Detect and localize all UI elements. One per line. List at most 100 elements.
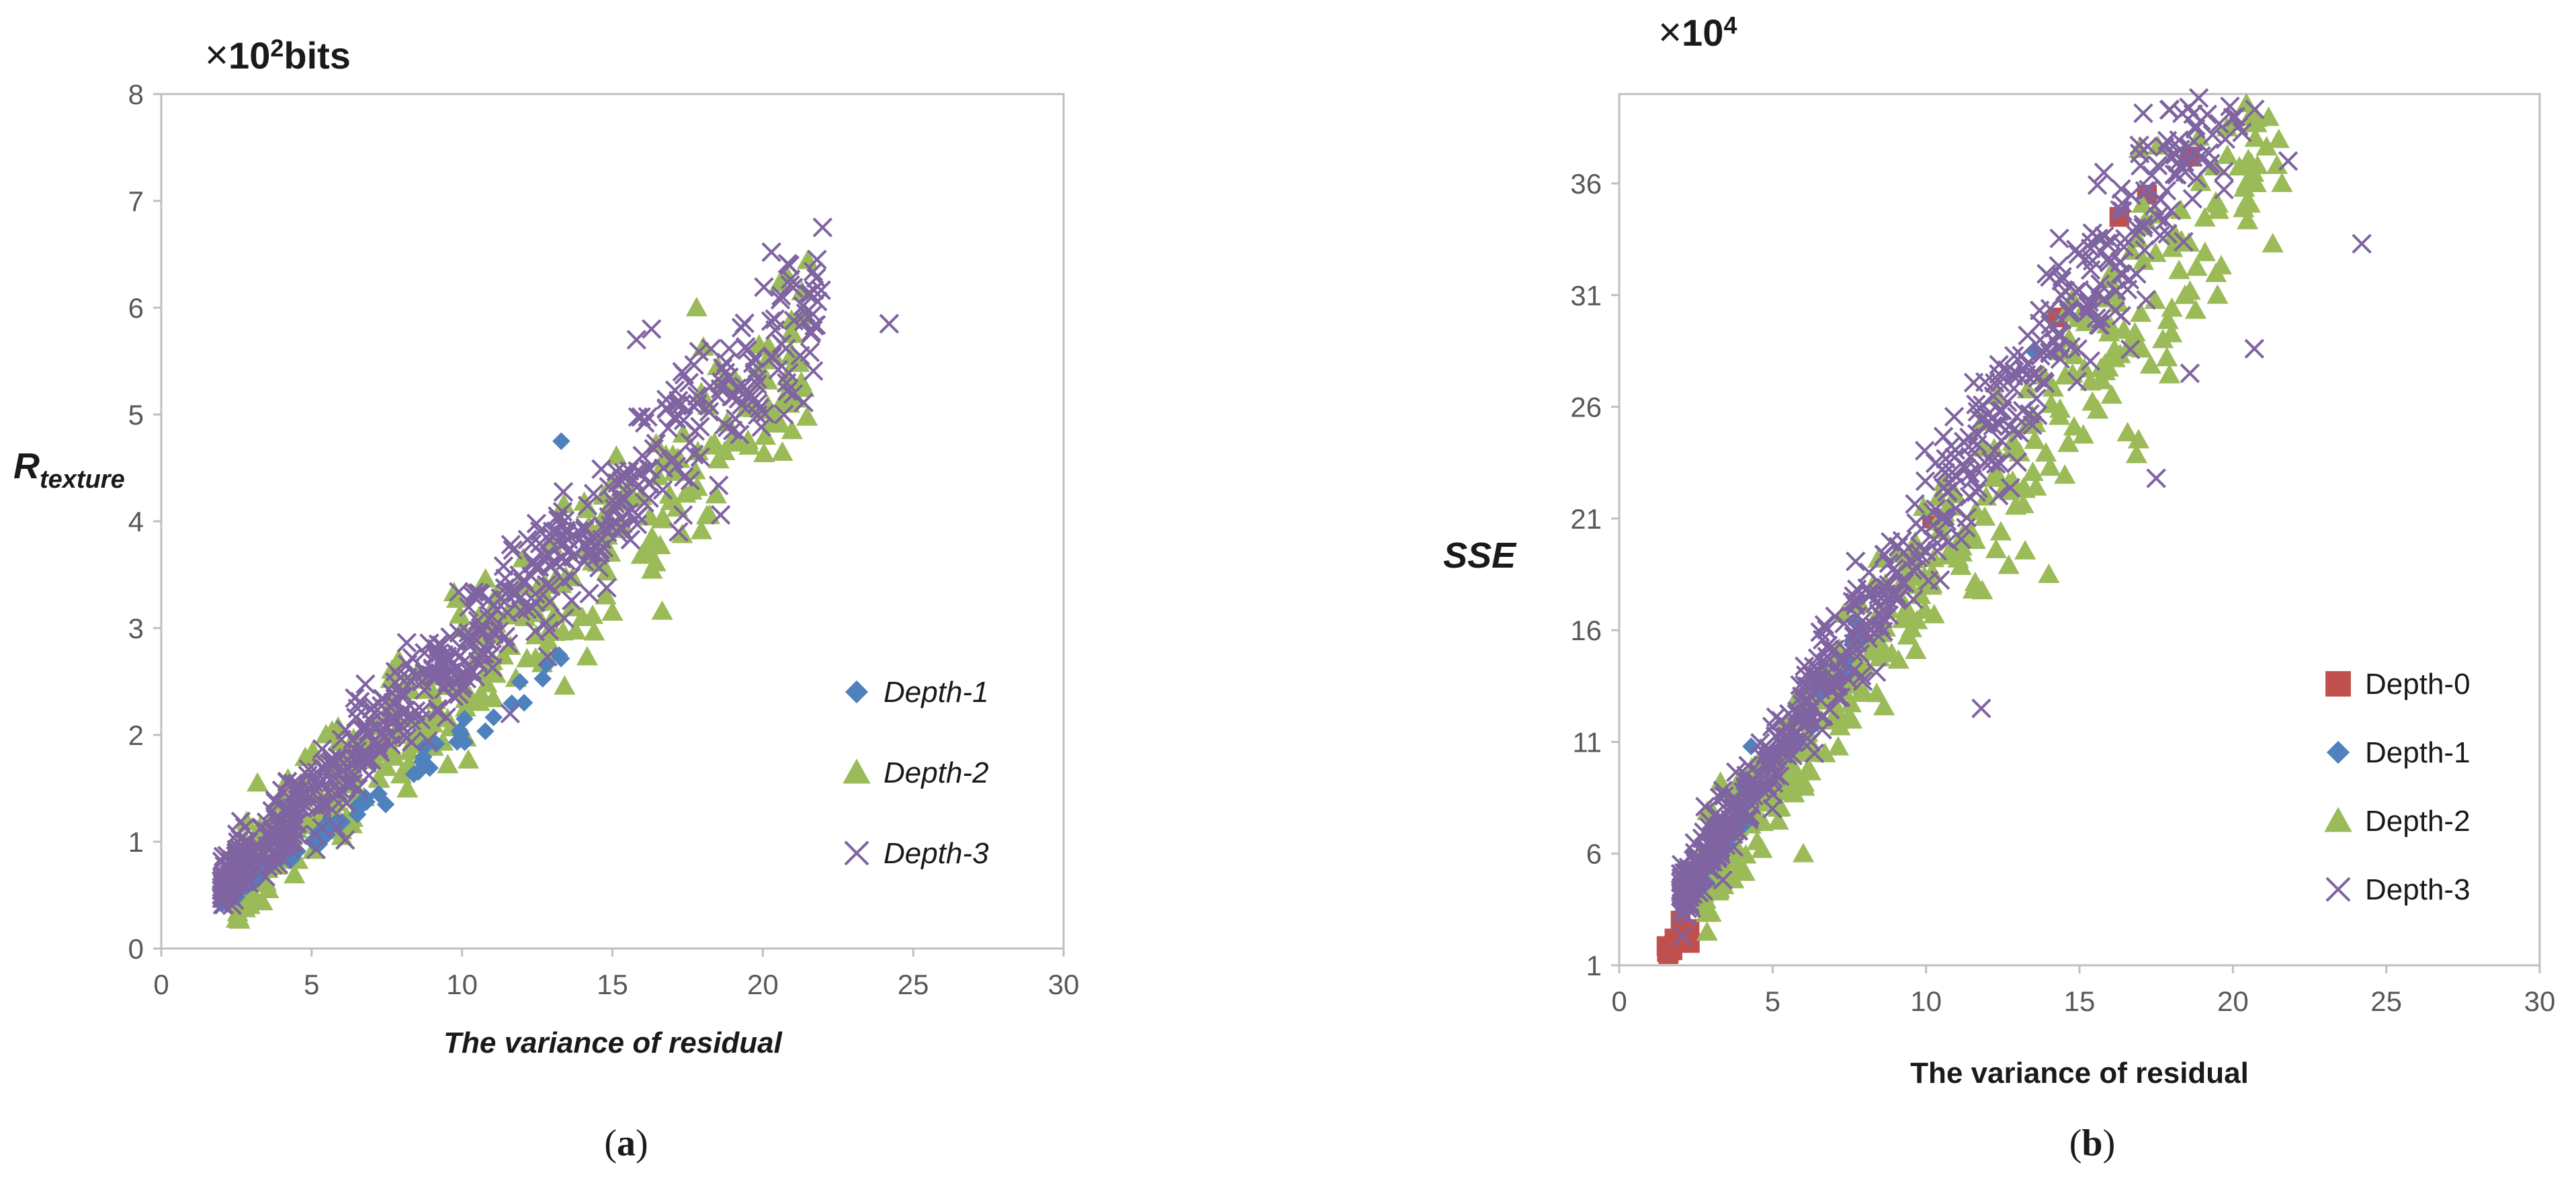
- data-point: [2004, 361, 2024, 382]
- data-point: [812, 217, 833, 238]
- data-point: [468, 582, 488, 603]
- data-point: [484, 708, 503, 727]
- data-point: [568, 521, 589, 541]
- data-point: [1984, 441, 2005, 461]
- data-point: [734, 313, 755, 333]
- data-point: [2233, 197, 2255, 218]
- data-point: [396, 633, 417, 653]
- data-point: [1905, 494, 1925, 514]
- data-point: [615, 468, 636, 488]
- data-point: [605, 445, 628, 465]
- data-point: [2237, 210, 2259, 230]
- data-point: [448, 733, 466, 751]
- data-point: [652, 480, 673, 500]
- series-depth-3: [1670, 88, 2372, 946]
- data-point: [2157, 309, 2179, 329]
- data-point: [2138, 136, 2158, 157]
- legend-item-depth-1: Depth-1: [2326, 736, 2471, 769]
- data-point: [2030, 330, 2051, 350]
- data-point: [1827, 736, 1849, 756]
- legend-marker: [2325, 877, 2351, 902]
- data-point: [1962, 469, 1983, 490]
- data-point: [646, 433, 667, 454]
- data-point: [593, 516, 613, 537]
- data-point: [2063, 416, 2086, 436]
- data-point: [674, 467, 694, 487]
- data-point: [596, 561, 618, 581]
- data-point: [719, 339, 740, 359]
- data-point: [680, 432, 700, 453]
- data-point: [352, 744, 373, 764]
- data-point: [762, 346, 783, 366]
- panel-a-chart: ×102bits Rtexture 0 5 10 15 20 25 30012345678 …: [13, 32, 1079, 1164]
- panel-b-legend: Depth-0 Depth-1 Depth-2 Depth-3: [2324, 668, 2471, 906]
- data-point: [2139, 354, 2161, 374]
- data-point: [1836, 641, 1856, 661]
- data-point: [2116, 422, 2139, 442]
- data-point: [239, 894, 261, 914]
- data-point: [2048, 337, 2069, 357]
- data-point: [1867, 548, 1889, 568]
- data-point: [2258, 106, 2280, 126]
- data-point: [738, 435, 761, 455]
- data-point: [579, 584, 599, 604]
- data-point: [2204, 156, 2226, 176]
- data-point: [631, 407, 651, 427]
- data-point: [1795, 675, 1815, 695]
- data-point: [1998, 554, 2020, 574]
- y-tick-label: 6: [128, 292, 144, 324]
- data-point: [1763, 784, 1783, 805]
- data-point: [2135, 181, 2155, 201]
- data-point: [2186, 256, 2208, 276]
- data-point: [2206, 284, 2229, 304]
- data-point: [291, 780, 311, 800]
- data-point: [2156, 347, 2178, 367]
- data-point: [771, 441, 793, 461]
- panel-a-y-label: Rtexture: [13, 446, 125, 494]
- data-point: [2009, 423, 2030, 443]
- data-point: [726, 378, 747, 398]
- data-point: [2131, 155, 2151, 176]
- data-point: [552, 432, 570, 451]
- data-point: [1977, 413, 1998, 433]
- x-tick-label: 20: [747, 969, 779, 1000]
- data-point: [2214, 179, 2234, 200]
- data-point: [553, 482, 574, 502]
- data-point: [1724, 813, 1744, 834]
- data-point: [1843, 642, 1863, 662]
- data-point: [2184, 131, 2204, 152]
- data-point: [1677, 898, 1698, 919]
- data-point: [634, 492, 654, 513]
- data-point: [1807, 648, 1828, 668]
- data-point: [1713, 781, 1733, 801]
- x-tick-label: 25: [898, 969, 929, 1000]
- y-tick-label: 7: [128, 185, 144, 217]
- data-point: [2174, 232, 2194, 252]
- data-point: [1959, 437, 1979, 457]
- data-point: [699, 435, 722, 455]
- data-point: [232, 863, 253, 883]
- data-point: [2246, 155, 2268, 175]
- legend-marker: [844, 840, 869, 866]
- data-point: [2049, 228, 2069, 249]
- data-point: [1695, 797, 1715, 817]
- data-point: [689, 341, 710, 362]
- data-point: [226, 824, 247, 844]
- data-point: [1672, 873, 1692, 893]
- data-point: [2004, 345, 2024, 366]
- x-tick-label: 0: [153, 969, 169, 1000]
- legend-item-depth-3: Depth-3: [2325, 873, 2471, 906]
- data-point: [749, 398, 770, 419]
- data-point: [212, 869, 232, 890]
- x-tick-label: 10: [1910, 985, 1942, 1017]
- data-point: [754, 277, 774, 298]
- data-point: [212, 866, 232, 886]
- data-point: [2001, 439, 2023, 459]
- data-point: [576, 646, 599, 666]
- data-point: [1957, 507, 1977, 528]
- data-point: [2014, 539, 2036, 560]
- data-point: [1991, 431, 2012, 451]
- data-point: [538, 646, 558, 667]
- data-point: [1828, 676, 1848, 696]
- data-point: [368, 767, 390, 787]
